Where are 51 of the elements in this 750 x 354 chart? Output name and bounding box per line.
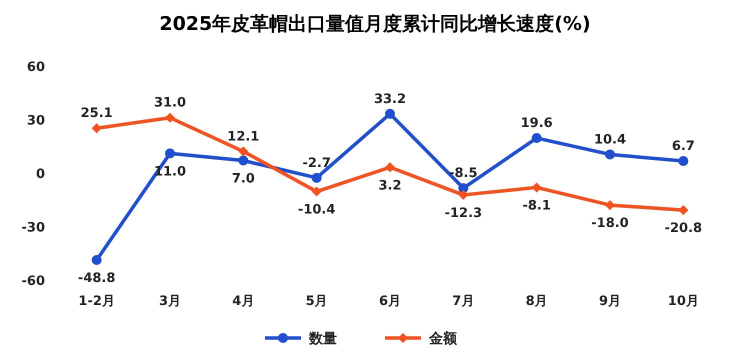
chart-title: 2025年皮革帽出口量值月度累计同比增长速度(%)	[159, 13, 591, 35]
data-label: -12.3	[444, 206, 482, 221]
data-label: 6.7	[672, 139, 695, 154]
point	[532, 182, 542, 192]
point	[678, 205, 688, 216]
point	[238, 146, 248, 156]
point	[605, 200, 615, 210]
data-label: -10.4	[298, 202, 336, 218]
point	[605, 149, 615, 160]
x-tick-label: 8月	[526, 294, 548, 309]
y-tick-label: -60	[22, 274, 45, 289]
y-tick-label: 30	[26, 114, 45, 128]
data-label: 31.0	[154, 96, 186, 111]
point	[312, 186, 322, 197]
point	[92, 255, 102, 266]
point	[92, 123, 102, 134]
legend-label: 数量	[308, 331, 337, 347]
data-label: 12.1	[227, 129, 260, 144]
legend-label: 金额	[428, 330, 458, 347]
point	[165, 148, 175, 158]
data-label: -8.1	[522, 198, 551, 214]
point	[312, 172, 322, 183]
y-tick-label: 0	[36, 167, 45, 182]
y-tick-label: -30	[22, 220, 45, 236]
data-label: -20.8	[664, 221, 702, 236]
x-tick-label: 4月	[232, 294, 254, 309]
x-tick-label: 6月	[378, 294, 402, 309]
point	[165, 112, 175, 123]
point	[238, 156, 248, 166]
data-label: -48.8	[78, 271, 116, 286]
data-label: 10.4	[594, 132, 626, 148]
point	[678, 156, 688, 166]
data-label: -8.5	[449, 166, 478, 182]
data-label: -2.7	[302, 156, 331, 171]
point	[532, 133, 542, 144]
x-tick-label: 5月	[306, 294, 328, 309]
data-label: 25.1	[80, 106, 113, 122]
data-label: 19.6	[520, 116, 553, 132]
data-label: 7.0	[232, 172, 255, 187]
x-tick-label: 3月	[158, 294, 182, 309]
data-label: 33.2	[374, 92, 406, 107]
point	[458, 190, 468, 200]
x-tick-label: 10月	[668, 294, 699, 309]
x-tick-label: 1-2月	[78, 294, 115, 309]
point	[385, 162, 395, 172]
point	[385, 108, 395, 119]
x-tick-label: 9月	[598, 294, 622, 309]
y-tick-label: 60	[26, 60, 45, 75]
x-tick-label: 7月	[452, 294, 474, 309]
data-label: 3.2	[378, 178, 402, 194]
data-label: -18.0	[591, 216, 629, 232]
